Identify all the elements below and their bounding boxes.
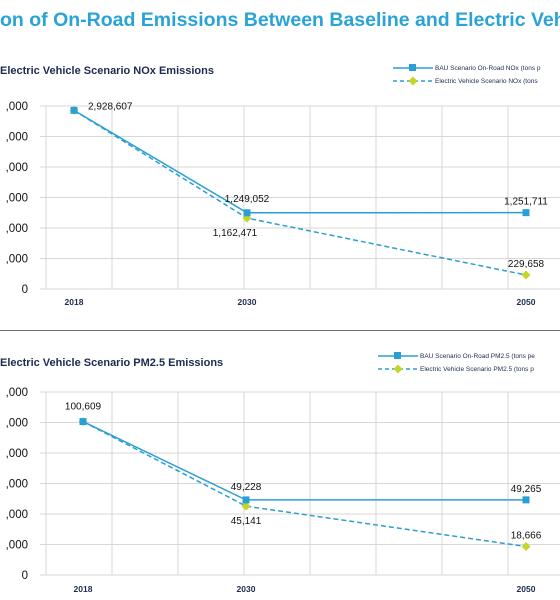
legend-swatch-bau-icon <box>378 352 418 359</box>
data-label: 49,228 <box>231 482 262 493</box>
legend-swatch-ev-icon <box>378 364 418 374</box>
x-tick-label: 2018 <box>74 584 93 594</box>
series-line-ev <box>82 420 527 548</box>
point-marker-bau <box>243 209 251 217</box>
y-tick-label: ,000 <box>6 162 28 174</box>
x-tick-label: 2030 <box>238 297 257 307</box>
data-label: 1,249,052 <box>225 194 270 205</box>
legend-label-ev: Electric Vehicle Scenario NOx (tons <box>435 78 538 85</box>
point-marker-ev <box>241 501 251 511</box>
section-divider <box>0 330 560 331</box>
y-tick-label: ,000 <box>6 479 28 491</box>
pm25-chart-title: Electric Vehicle Scenario PM2.5 Emission… <box>0 357 224 369</box>
data-label: 1,251,711 <box>504 197 548 208</box>
y-tick-label: 0 <box>22 284 28 296</box>
point-marker-bau <box>79 418 87 426</box>
legend-swatch-bau-icon <box>393 64 433 71</box>
y-tick-label: ,000 <box>6 193 28 205</box>
legend-label-ev: Electric Vehicle Scenario PM2.5 (tons p <box>420 366 534 373</box>
y-tick-label: ,000 <box>6 101 28 113</box>
data-label: 45,141 <box>231 516 262 527</box>
point-marker-ev <box>521 270 531 280</box>
legend-swatch-ev-icon <box>393 76 433 86</box>
y-tick-label: ,000 <box>6 448 28 460</box>
y-tick-label: ,000 <box>6 418 28 430</box>
nox-line-chart: ,000 ,000 ,000 ,000 ,000 ,000 0 2018 2030 2050 2,9… <box>6 101 560 307</box>
point-marker-bau <box>522 209 530 217</box>
point-marker-bau <box>242 496 250 504</box>
y-tick-label: 0 <box>22 570 28 582</box>
data-label: 100,609 <box>65 402 102 413</box>
data-label: 229,658 <box>508 259 545 270</box>
data-label: 1,162,471 <box>213 228 258 239</box>
y-tick-label: ,000 <box>6 132 28 144</box>
pm25-line-chart: ,000 ,000 ,000 ,000 ,000 ,000 0 2018 2030 2050 100… <box>6 387 560 594</box>
legend-label-bau: BAU Scenario On-Road PM2.5 (tons pe <box>420 353 535 360</box>
point-marker-ev <box>242 213 252 223</box>
y-tick-label: ,000 <box>6 540 28 552</box>
legend-label-bau: BAU Scenario On-Road NOx (tons p <box>435 65 541 72</box>
y-tick-label: ,000 <box>6 509 28 521</box>
x-tick-label: 2050 <box>517 297 536 307</box>
x-tick-label: 2050 <box>517 584 536 594</box>
point-marker-bau <box>522 496 530 504</box>
data-label: 49,265 <box>511 484 542 495</box>
y-tick-label: ,000 <box>6 254 28 266</box>
data-label: 18,666 <box>511 531 542 542</box>
point-marker-ev <box>521 542 531 552</box>
y-tick-label: ,000 <box>6 223 28 235</box>
point-marker-bau <box>70 106 78 114</box>
data-label: 2,928,607 <box>88 101 133 112</box>
series-line-ev <box>73 109 527 276</box>
nox-chart-title: Electric Vehicle Scenario NOx Emissions <box>0 65 214 77</box>
x-tick-label: 2018 <box>65 297 84 307</box>
x-tick-label: 2030 <box>237 584 256 594</box>
y-tick-label: ,000 <box>6 387 28 399</box>
page-title: on of On-Road Emissions Between Baseline… <box>0 9 560 31</box>
series-line-bau <box>82 420 527 501</box>
